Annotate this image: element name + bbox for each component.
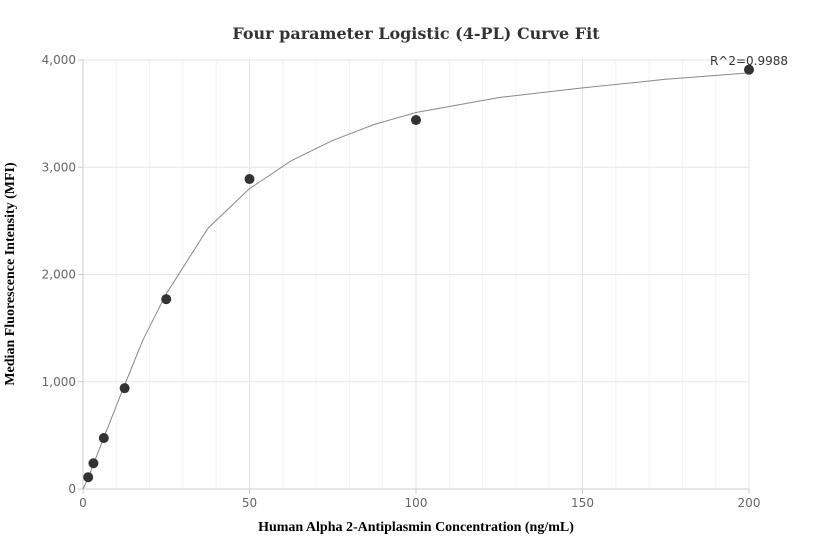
x-tick-label: 150	[571, 496, 594, 510]
data-point	[744, 64, 754, 75]
data-point	[98, 433, 109, 444]
x-tick-label: 0	[79, 496, 87, 510]
fit-curve	[82, 72, 750, 490]
y-tick-label: 1,000	[42, 375, 76, 389]
x-axis-label: Human Alpha 2-Antiplasmin Concentration …	[258, 520, 574, 535]
data-point	[88, 458, 99, 469]
y-tick-label: 3,000	[42, 160, 76, 174]
tick-labels: 0 50 100 150 200 0 1,000 2,000 3,000 4,000	[42, 53, 761, 510]
data-point	[411, 115, 421, 126]
y-tick-label: 2,000	[42, 268, 76, 282]
r-squared-annotation: R^2=0.9988	[710, 54, 788, 68]
y-tick-label: 4,000	[42, 53, 76, 67]
chart-title: Four parameter Logistic (4-PL) Curve Fit	[232, 24, 600, 43]
data-points	[83, 64, 754, 483]
data-point	[119, 383, 130, 394]
x-tick-label: 50	[242, 496, 257, 510]
data-point	[244, 174, 255, 185]
data-point	[161, 294, 172, 305]
x-tick-label: 100	[405, 496, 428, 510]
axes	[78, 59, 750, 494]
y-axis-label: Median Fluorescence Intensity (MFI)	[3, 162, 18, 386]
data-point	[83, 472, 94, 483]
x-tick-label: 200	[738, 496, 761, 510]
y-tick-label: 0	[68, 482, 76, 496]
grid	[83, 59, 750, 489]
